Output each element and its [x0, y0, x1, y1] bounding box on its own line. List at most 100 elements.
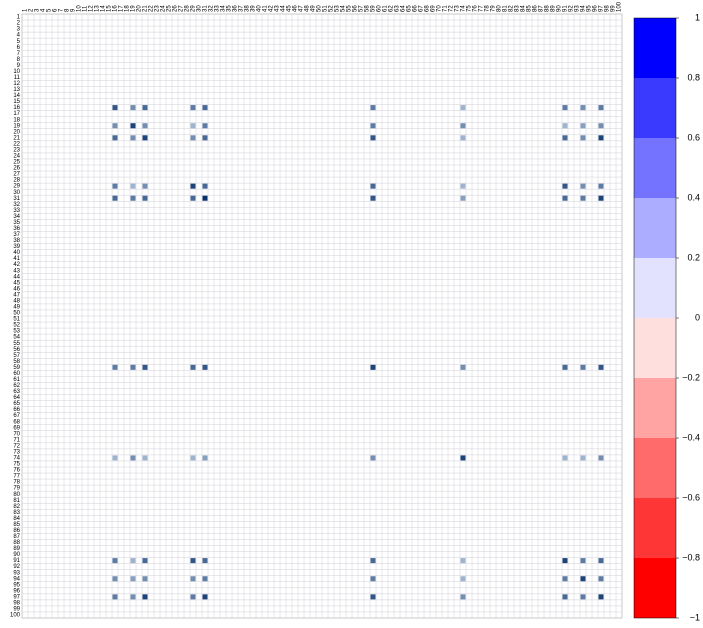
- heatmap-cell: [562, 455, 568, 461]
- column-label: 31: [203, 5, 209, 12]
- row-label: 76: [13, 468, 20, 474]
- row-label: 77: [13, 474, 20, 480]
- heatmap-cell: [130, 364, 136, 370]
- row-label: 53: [13, 329, 20, 335]
- column-label: 93: [575, 5, 581, 12]
- heatmap-cell: [598, 105, 604, 111]
- colorbar-tick-label: −1: [690, 612, 700, 622]
- row-label: 50: [13, 311, 20, 317]
- column-label: 61: [383, 5, 389, 12]
- heatmap-cell: [598, 455, 604, 461]
- column-label: 51: [323, 5, 329, 12]
- column-label: 98: [605, 5, 611, 12]
- row-label: 11: [14, 75, 21, 81]
- heatmap-cell: [202, 135, 208, 141]
- column-label: 52: [329, 5, 335, 12]
- heatmap-cell: [190, 195, 196, 201]
- heatmap-cell: [460, 195, 466, 201]
- row-label: 45: [13, 280, 20, 286]
- column-label: 63: [395, 5, 401, 12]
- column-label: 65: [407, 5, 413, 12]
- heatmap-cell: [142, 183, 148, 189]
- row-label: 74: [13, 456, 20, 462]
- column-label: 86: [533, 5, 539, 12]
- heatmap-cell: [580, 105, 586, 111]
- heatmap-cell: [460, 594, 466, 600]
- column-label: 88: [545, 5, 551, 12]
- row-label: 22: [13, 141, 20, 147]
- heatmap-cell: [190, 455, 196, 461]
- heatmap-cell: [562, 195, 568, 201]
- heatmap-cell: [370, 558, 376, 564]
- row-label: 10: [13, 69, 20, 75]
- heatmap-cell: [202, 558, 208, 564]
- heatmap-cell: [460, 364, 466, 370]
- heatmap-cell: [112, 455, 118, 461]
- heatmap-cell: [190, 558, 196, 564]
- heatmap-cell: [598, 135, 604, 141]
- heatmap-cell: [580, 558, 586, 564]
- heatmap-cell: [142, 576, 148, 582]
- column-label: 60: [377, 5, 383, 12]
- column-label: 64: [401, 5, 407, 12]
- column-label: 2: [29, 8, 35, 12]
- row-label: 29: [13, 184, 20, 190]
- heatmap-cell: [370, 123, 376, 129]
- column-label: 27: [179, 5, 185, 12]
- colorbar-tick-label: −0.4: [682, 432, 700, 442]
- heatmap-cell: [190, 105, 196, 111]
- row-label: 35: [13, 220, 20, 226]
- row-label: 43: [13, 268, 20, 274]
- row-label: 6: [17, 45, 21, 51]
- column-label: 13: [95, 5, 101, 12]
- heatmap-cell: [112, 183, 118, 189]
- heatmap-cell: [112, 195, 118, 201]
- heatmap-cell: [370, 364, 376, 370]
- column-label: 17: [119, 5, 125, 12]
- row-label: 97: [13, 594, 20, 600]
- heatmap-cell: [598, 364, 604, 370]
- column-label: 41: [263, 5, 269, 12]
- row-label: 79: [13, 486, 20, 492]
- heatmap-cell: [130, 135, 136, 141]
- column-label: 25: [167, 5, 173, 12]
- heatmap-cell: [598, 195, 604, 201]
- heatmap-cell: [460, 576, 466, 582]
- heatmap-cell: [580, 576, 586, 582]
- colorbar: −1 −0.8 −0.6 −0.4 −0.2 0 0.2 0.4 0.6 0.8 1: [633, 12, 700, 622]
- column-label: 89: [551, 5, 557, 12]
- column-label: 53: [335, 5, 341, 12]
- column-label: 35: [227, 5, 233, 12]
- column-label: 78: [485, 5, 491, 12]
- column-label: 68: [425, 5, 431, 12]
- column-label: 23: [155, 5, 161, 12]
- row-label: 12: [13, 81, 20, 87]
- heatmap-cell: [190, 594, 196, 600]
- column-label: 67: [419, 5, 425, 12]
- heatmap-cell: [580, 594, 586, 600]
- column-label: 69: [431, 5, 437, 12]
- heatmap-cell: [460, 183, 466, 189]
- column-label: 14: [101, 5, 107, 12]
- column-label: 26: [173, 5, 179, 12]
- column-label: 74: [461, 5, 467, 12]
- column-label: 46: [293, 5, 299, 12]
- row-label: 2: [17, 21, 21, 27]
- row-label: 44: [13, 274, 20, 280]
- heatmap-cell: [562, 105, 568, 111]
- heatmap-cell: [562, 135, 568, 141]
- heatmap-cell: [370, 105, 376, 111]
- colorbar-segment: [634, 78, 676, 138]
- row-label: 28: [13, 178, 20, 184]
- row-label: 67: [13, 413, 20, 419]
- column-label: 90: [557, 5, 563, 12]
- column-label: 12: [89, 5, 95, 12]
- row-label: 78: [13, 480, 20, 486]
- row-label: 42: [13, 262, 20, 268]
- column-label: 59: [371, 5, 377, 12]
- row-label: 65: [13, 401, 20, 407]
- heatmap-cell: [112, 105, 118, 111]
- row-label: 5: [17, 39, 21, 45]
- heatmap-cell: [370, 594, 376, 600]
